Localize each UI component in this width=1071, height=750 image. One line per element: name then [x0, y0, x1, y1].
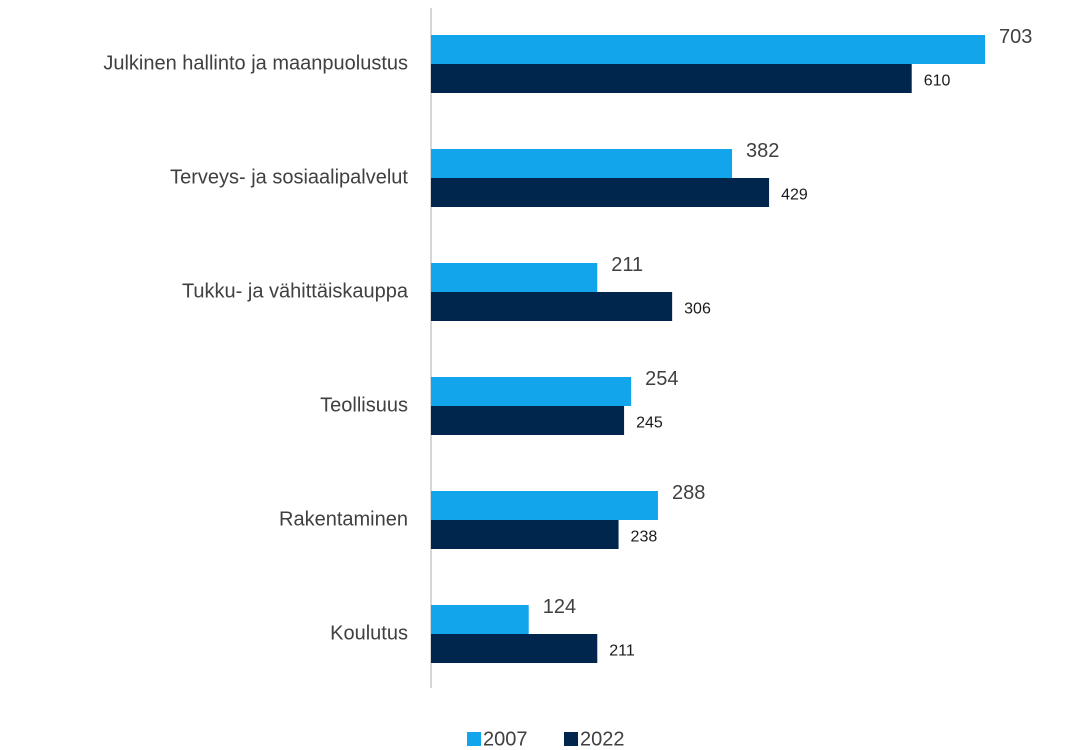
legend-label: 2007	[483, 728, 528, 750]
value-label: 703	[999, 26, 1032, 48]
value-label: 610	[924, 73, 951, 90]
bar	[431, 35, 985, 64]
value-label: 238	[631, 529, 658, 546]
bar	[431, 634, 598, 663]
category-label: Terveys- ja sosiaalipalvelut	[170, 166, 408, 188]
bar	[431, 406, 625, 435]
category-label: Julkinen hallinto ja maanpuolustus	[103, 52, 408, 74]
category-label: Teollisuus	[320, 394, 408, 416]
value-label: 245	[636, 415, 663, 432]
value-label: 429	[781, 187, 808, 204]
bar	[431, 292, 673, 321]
value-label: 211	[611, 254, 643, 276]
value-label: 288	[672, 482, 705, 504]
category-label: Koulutus	[330, 622, 408, 644]
bar	[431, 64, 912, 93]
value-label: 306	[684, 301, 711, 318]
bar	[431, 491, 658, 520]
value-label: 124	[543, 596, 576, 618]
bar	[431, 605, 529, 634]
category-label: Rakentaminen	[279, 508, 408, 530]
legend-swatch	[467, 732, 481, 746]
bar	[431, 377, 632, 406]
bar	[431, 149, 733, 178]
value-label: 382	[746, 140, 779, 162]
legend-swatch	[564, 732, 578, 746]
bar	[431, 178, 770, 207]
bar	[431, 520, 619, 549]
value-label: 254	[645, 368, 678, 390]
legend-label: 2022	[580, 728, 625, 750]
bar	[431, 263, 598, 292]
category-label: Tukku- ja vähittäiskauppa	[182, 280, 409, 302]
value-label: 211	[609, 643, 635, 660]
